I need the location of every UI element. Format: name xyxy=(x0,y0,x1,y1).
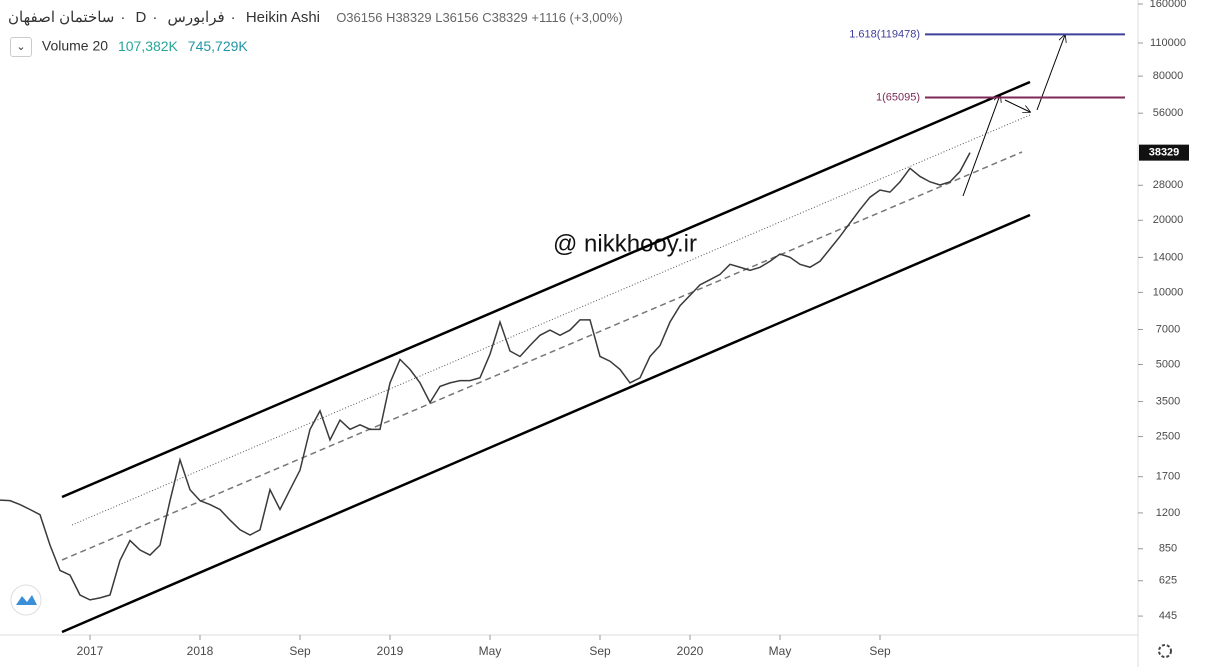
arrow xyxy=(962,95,1000,197)
y-tick-label: 5000 xyxy=(1156,358,1180,370)
price-tag-label: 38329 xyxy=(1149,147,1180,159)
y-tick-label: 80000 xyxy=(1153,70,1184,82)
y-tick-label: 3500 xyxy=(1156,395,1180,407)
x-tick-label: May xyxy=(479,644,502,658)
y-tick-label: 625 xyxy=(1159,575,1177,587)
y-tick-label: 1700 xyxy=(1156,471,1180,483)
y-tick-label: 110000 xyxy=(1150,37,1186,49)
fib-label: 1.618(119478) xyxy=(849,28,920,40)
logo-icon xyxy=(16,595,37,605)
y-tick-label: 28000 xyxy=(1153,179,1184,191)
x-tick-label: 2019 xyxy=(377,644,404,658)
interval: D xyxy=(135,9,147,26)
x-tick-label: 2018 xyxy=(187,644,214,658)
channel-dotted xyxy=(71,114,1031,526)
channel-lower xyxy=(61,213,1031,634)
volume-value: 107,382K xyxy=(117,37,178,54)
x-tick-label: 2020 xyxy=(677,644,704,658)
collapse-button[interactable]: ⌄ xyxy=(10,37,32,57)
symbol: ساختمان اصفهان xyxy=(8,9,115,26)
arrow xyxy=(1036,35,1065,111)
x-tick-label: Sep xyxy=(869,644,891,658)
y-tick-label: 1200 xyxy=(1156,507,1180,519)
x-tick-label: Sep xyxy=(289,644,311,658)
legend-header: ساختمان اصفهان · D · فرابورس · Heikin Ashi … xyxy=(8,9,623,26)
style: Heikin Ashi xyxy=(245,9,321,26)
x-tick-label: Sep xyxy=(589,644,611,658)
channel-upper xyxy=(61,80,1031,499)
volume-name: Volume 20 xyxy=(41,37,109,54)
y-tick-label: 445 xyxy=(1159,610,1177,622)
y-tick-label: 7000 xyxy=(1156,323,1180,335)
price-line xyxy=(0,152,971,601)
x-tick-label: 2017 xyxy=(77,644,104,658)
settings-icon[interactable] xyxy=(1158,644,1172,658)
logo[interactable] xyxy=(10,584,42,616)
y-tick-label: 56000 xyxy=(1153,107,1184,119)
y-tick-label: 160000 xyxy=(1150,0,1187,10)
y-tick-label: 10000 xyxy=(1153,286,1184,298)
channel-mid xyxy=(61,151,1023,561)
price-tag xyxy=(1139,144,1189,161)
fib-label: 1(65095) xyxy=(876,91,920,103)
volume-legend: ⌄ Volume 20 107,382K 745,729K xyxy=(10,37,248,57)
exchange: فرابورس xyxy=(167,9,225,26)
y-tick-label: 20000 xyxy=(1153,214,1184,226)
volume-ma: 745,729K xyxy=(187,37,248,54)
ohlc: O36156 H38329 L36156 C38329 +1116 (+3,00… xyxy=(336,10,623,25)
x-tick-label: May xyxy=(769,644,792,658)
arrow xyxy=(1004,99,1030,112)
y-tick-label: 2500 xyxy=(1156,430,1180,442)
y-tick-label: 850 xyxy=(1159,543,1177,555)
y-tick-label: 14000 xyxy=(1153,251,1184,263)
